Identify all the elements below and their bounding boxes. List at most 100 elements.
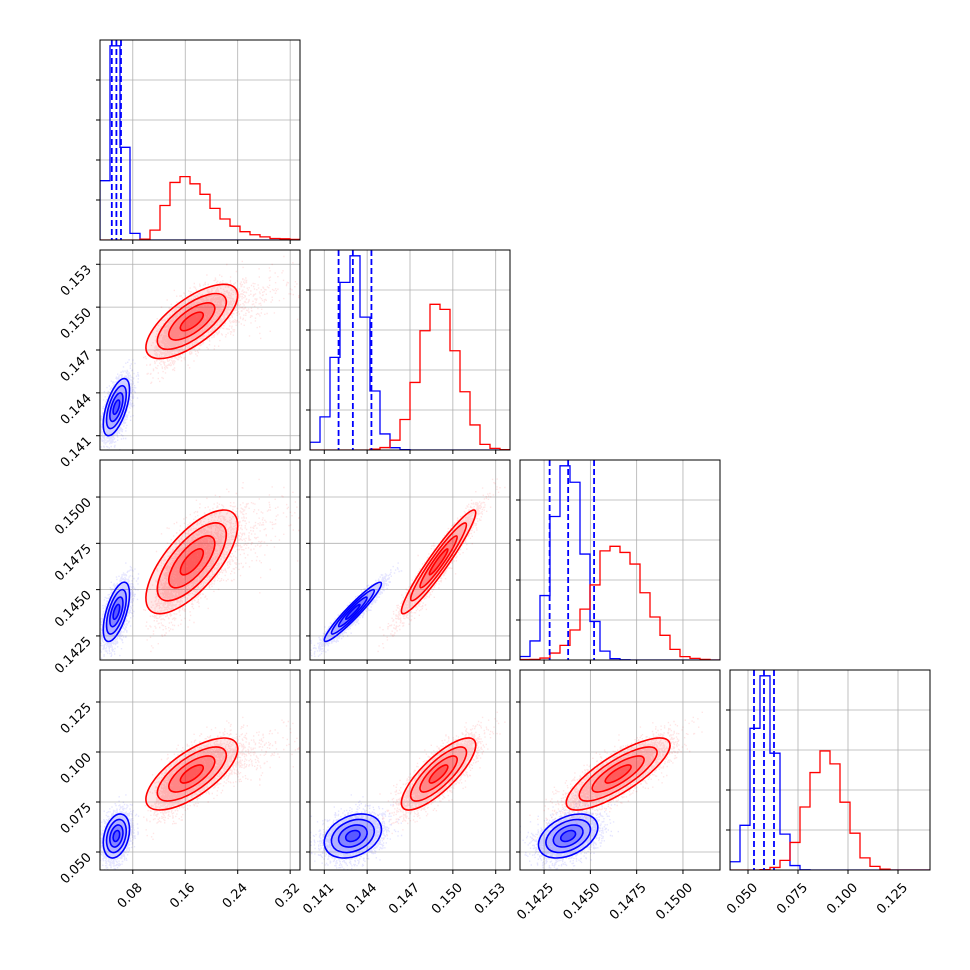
y-tick-label: 0.1425	[52, 634, 95, 677]
y-tick-label: 0.075	[58, 800, 95, 837]
panel-plot-area	[100, 250, 300, 450]
panel-3-0: 0.08 0.16 0.24 0.32 0.050 0.075 0.100 0.125	[58, 669, 303, 912]
y-tick-label: 0.147	[58, 348, 95, 385]
contour-blue	[112, 603, 121, 621]
histogram-red	[100, 175, 300, 240]
contour-red	[168, 755, 216, 793]
contour-blue	[323, 813, 383, 859]
contour-red	[156, 746, 228, 802]
x-tick-label: 0.125	[874, 880, 911, 917]
panel-plot-area	[100, 670, 300, 870]
contour-red	[578, 746, 658, 802]
y-tick-label: 0.1500	[52, 495, 95, 538]
contour-red	[179, 764, 205, 784]
contour-red	[145, 283, 239, 360]
contour-blue	[330, 588, 376, 635]
histogram-blue	[730, 675, 930, 870]
x-tick-label: 0.050	[724, 880, 761, 917]
contour-blue	[102, 813, 131, 859]
contour-blue	[330, 818, 376, 854]
x-tick-label: 0.1450	[561, 880, 604, 923]
contour-blue	[102, 377, 131, 437]
y-tick-label: 0.050	[58, 850, 95, 887]
x-tick-label: 0.150	[429, 880, 466, 917]
contour-blue	[112, 399, 121, 416]
contour-red	[409, 522, 468, 602]
contour-red	[145, 509, 239, 615]
contour-blue	[105, 384, 128, 430]
panel-frame	[519, 459, 721, 661]
contour-red	[428, 548, 449, 576]
contour-blue	[559, 829, 577, 843]
panel-3-1: 0.141 0.144 0.147 0.150 0.153	[300, 669, 511, 917]
contour-red	[179, 548, 205, 576]
y-tick-label: 0.150	[58, 305, 95, 342]
panel-plot-area	[520, 460, 720, 660]
x-tick-label: 0.1475	[607, 880, 650, 923]
x-tick-label: 0.16	[167, 880, 198, 911]
x-tick-label: 0.24	[220, 880, 251, 911]
contour-blue	[337, 824, 368, 848]
y-tick-label: 0.144	[58, 391, 95, 428]
histogram-blue	[310, 255, 510, 450]
y-tick-label: 0.141	[58, 434, 95, 471]
contour-blue	[344, 829, 361, 843]
x-tick-label: 0.153	[472, 880, 509, 917]
contour-blue	[552, 824, 584, 848]
y-tick-label: 0.100	[58, 750, 95, 787]
y-tick-label: 0.153	[58, 263, 95, 300]
histogram-red	[310, 303, 510, 450]
histogram-red	[730, 750, 930, 870]
x-tick-label: 0.100	[824, 880, 861, 917]
panel-1-0: 0.141 0.144 0.147 0.150 0.153	[58, 249, 301, 471]
histogram-blue	[520, 465, 720, 660]
scatter-points-red	[529, 711, 703, 840]
contour-blue	[109, 824, 124, 848]
x-tick-label: 0.08	[115, 880, 146, 911]
contour-red	[604, 764, 632, 784]
panel-3-3: 0.050 0.075 0.100 0.125	[724, 669, 931, 917]
panel-frame	[99, 669, 301, 871]
panel-plot-area	[310, 670, 510, 870]
panel-plot-area	[730, 670, 930, 870]
x-tick-label: 0.141	[300, 880, 337, 917]
panel-frame	[519, 669, 721, 871]
contour-blue	[545, 818, 592, 854]
contour-red	[156, 522, 228, 602]
x-tick-label: 0.075	[774, 880, 811, 917]
y-tick-label: 0.1475	[52, 542, 95, 585]
contour-red	[179, 311, 205, 332]
contour-red	[428, 764, 449, 784]
contour-red	[409, 746, 468, 802]
contour-red	[168, 535, 216, 589]
panel-plot-area	[310, 250, 510, 450]
x-tick-label: 0.147	[386, 880, 423, 917]
panel-2-1	[306, 459, 511, 664]
panel-frame	[99, 459, 301, 661]
contour-blue	[102, 581, 131, 643]
panel-plot-area	[520, 670, 720, 870]
panel-frame	[99, 39, 301, 241]
scatter-points-blue	[520, 794, 619, 870]
contour-red	[156, 292, 228, 351]
scatter-points-red	[143, 478, 300, 653]
y-tick-label: 0.125	[58, 700, 95, 737]
panel-plot-area	[100, 460, 300, 660]
contour-red	[400, 737, 477, 811]
x-tick-label: 0.32	[272, 880, 303, 911]
contour-red	[145, 737, 239, 811]
scatter-points-blue	[310, 794, 403, 870]
panel-plot-area	[310, 460, 510, 660]
histogram-blue	[100, 45, 300, 240]
panel-1-1	[306, 249, 511, 454]
panel-2-2	[516, 459, 721, 664]
x-tick-label: 0.1425	[514, 880, 557, 923]
y-tick-label: 0.1450	[52, 588, 95, 631]
contour-blue	[105, 588, 128, 635]
contour-red	[565, 737, 671, 811]
contour-red	[168, 302, 216, 341]
x-tick-label: 0.144	[343, 880, 380, 917]
panel-frame	[729, 669, 931, 871]
